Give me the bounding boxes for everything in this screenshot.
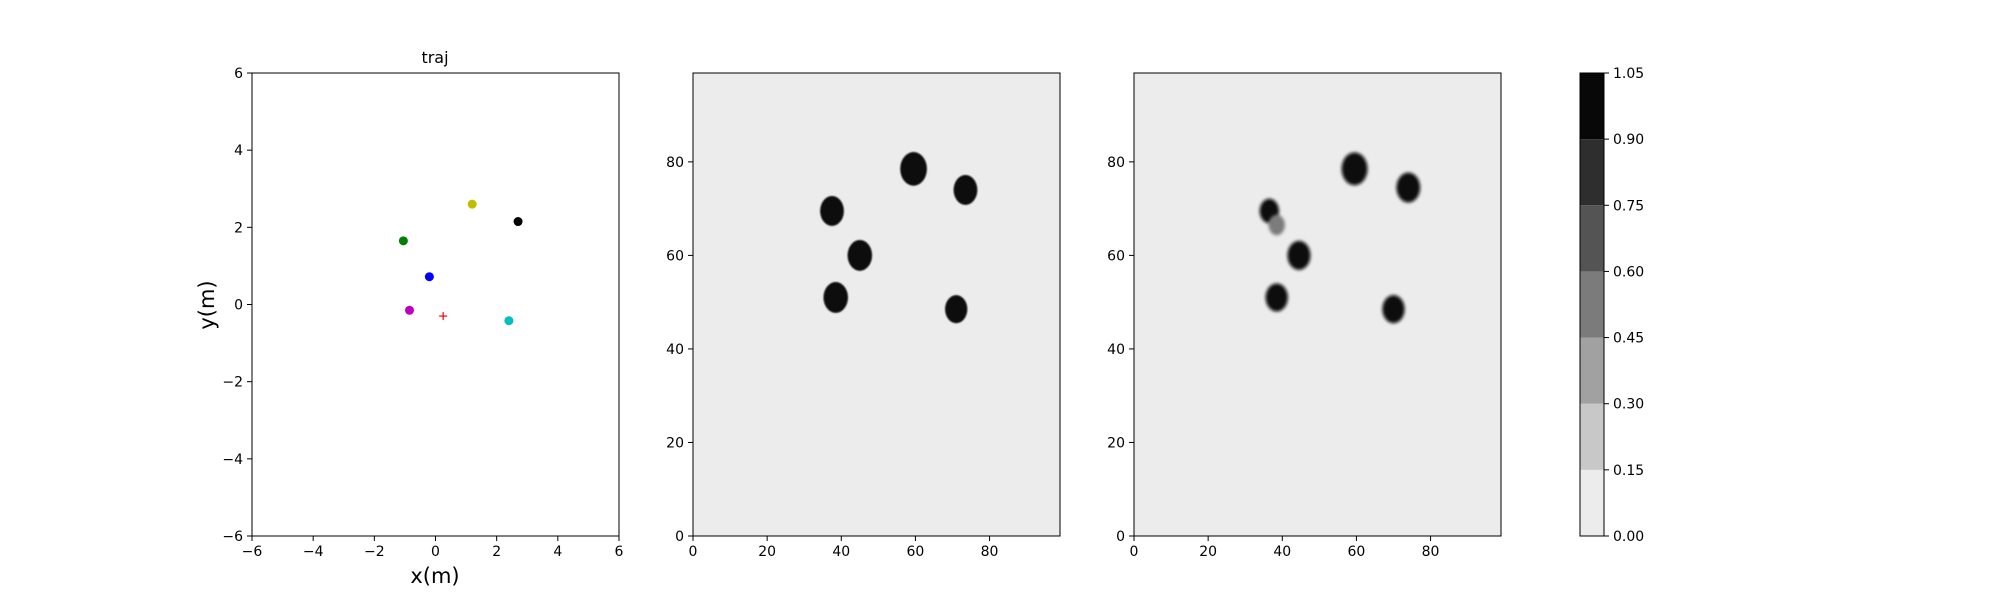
heatmap-b-x-ticks: 0 20 40 60 80 xyxy=(1130,536,1440,560)
traj-y-tick-label: −2 xyxy=(222,375,243,391)
heatmap-a-blob xyxy=(823,282,848,313)
traj-points xyxy=(398,199,523,326)
colorbar-band xyxy=(1580,73,1604,140)
traj-x-ticks: −6 −4 −2 0 2 4 6 xyxy=(242,536,624,560)
colorbar-tick-label: 1.05 xyxy=(1613,66,1644,82)
heatmap-b-blob xyxy=(1396,172,1421,203)
traj-point xyxy=(504,316,514,326)
heatmap-b-blob xyxy=(1265,283,1288,312)
heatmap-b-y-tick-label: 60 xyxy=(1107,248,1125,264)
heatmap-a-blob xyxy=(953,174,978,205)
traj-point-plus xyxy=(439,312,448,321)
heatmap-panel-b: 0 20 40 60 80 0 20 40 60 80 xyxy=(1107,72,1502,560)
traj-x-tick-label: 2 xyxy=(492,544,501,560)
colorbar-tick-label: 0.30 xyxy=(1613,397,1644,413)
colorbar-band xyxy=(1580,205,1604,272)
heatmap-b-plot-area xyxy=(1133,72,1502,537)
heatmap-a-blob xyxy=(945,295,968,324)
heatmap-a-blobs xyxy=(820,152,978,324)
traj-x-tick-label: 0 xyxy=(431,544,440,560)
heatmap-b-y-tick-label: 0 xyxy=(1116,529,1125,545)
heatmap-a-y-ticks: 0 20 40 60 80 xyxy=(666,155,693,545)
traj-y-tick-label: 4 xyxy=(234,143,243,159)
colorbar-band xyxy=(1580,139,1604,206)
colorbar-band xyxy=(1580,337,1604,404)
traj-y-tick-label: 6 xyxy=(234,66,243,82)
heatmap-b-y-ticks: 0 20 40 60 80 xyxy=(1107,155,1134,545)
colorbar-tick-label: 0.75 xyxy=(1613,198,1644,214)
heatmap-b-y-tick-label: 80 xyxy=(1107,155,1125,171)
heatmap-b-y-tick-label: 40 xyxy=(1107,342,1125,358)
heatmap-a-x-tick-label: 0 xyxy=(689,544,698,560)
colorbar-frame xyxy=(1579,72,1605,537)
heatmap-a-blob xyxy=(820,195,844,226)
colorbar-bands xyxy=(1580,73,1604,536)
heatmap-a-blob xyxy=(847,239,873,271)
heatmap-b-blob xyxy=(1268,214,1285,236)
colorbar-band xyxy=(1580,469,1604,536)
traj-panel: traj −6 −4 −2 0 2 4 6 −6 −4 −2 0 2 4 6 x(m) y(m) xyxy=(195,48,624,588)
heatmap-b-x-tick-label: 20 xyxy=(1199,544,1217,560)
traj-point xyxy=(398,236,408,246)
heatmap-b-blob xyxy=(1287,240,1311,270)
traj-x-tick-label: 6 xyxy=(615,544,624,560)
heatmap-b-x-tick-label: 60 xyxy=(1348,544,1366,560)
colorbar-band xyxy=(1580,403,1604,470)
heatmap-b-y-tick-label: 20 xyxy=(1107,435,1125,451)
heatmap-a-y-tick-label: 0 xyxy=(675,529,684,545)
traj-point xyxy=(405,305,415,315)
colorbar-ticks: 0.00 0.15 0.30 0.45 0.60 0.75 0.90 1.05 xyxy=(1604,66,1644,545)
colorbar-tick-label: 0.45 xyxy=(1613,331,1644,347)
colorbar-tick-label: 0.00 xyxy=(1613,529,1644,545)
heatmap-a-y-tick-label: 80 xyxy=(666,155,684,171)
heatmap-b-x-tick-label: 0 xyxy=(1130,544,1139,560)
traj-y-tick-label: −6 xyxy=(222,529,243,545)
heatmap-a-y-tick-label: 20 xyxy=(666,435,684,451)
traj-y-axis-label: y(m) xyxy=(195,280,219,329)
heatmap-a-blob xyxy=(900,152,927,186)
heatmap-a-x-ticks: 0 20 40 60 80 xyxy=(689,536,999,560)
heatmap-b-blob xyxy=(1341,152,1368,186)
traj-y-tick-label: −4 xyxy=(222,452,243,468)
heatmap-b-blob xyxy=(1382,295,1405,324)
traj-point xyxy=(467,199,477,209)
heatmap-panel-a: 0 20 40 60 80 0 20 40 60 80 xyxy=(666,72,1061,560)
heatmap-a-plot-area xyxy=(692,72,1061,537)
heatmap-b-blobs xyxy=(1259,152,1421,324)
traj-plot-area xyxy=(251,72,620,537)
heatmap-a-y-tick-label: 40 xyxy=(666,342,684,358)
heatmap-b-x-tick-label: 40 xyxy=(1273,544,1291,560)
heatmap-a-x-tick-label: 40 xyxy=(832,544,850,560)
traj-y-tick-label: 2 xyxy=(234,220,243,236)
heatmap-a-x-tick-label: 80 xyxy=(981,544,999,560)
heatmap-a-y-tick-label: 60 xyxy=(666,248,684,264)
traj-x-axis-label: x(m) xyxy=(410,564,459,588)
traj-x-tick-label: −2 xyxy=(364,544,385,560)
heatmap-b-x-tick-label: 80 xyxy=(1422,544,1440,560)
colorbar-tick-label: 0.15 xyxy=(1613,463,1644,479)
colorbar-tick-label: 0.90 xyxy=(1613,132,1644,148)
colorbar-band xyxy=(1580,271,1604,338)
traj-title: traj xyxy=(421,48,448,67)
traj-point xyxy=(513,217,523,227)
heatmap-a-x-tick-label: 20 xyxy=(758,544,776,560)
traj-point xyxy=(424,272,434,282)
traj-x-tick-label: −6 xyxy=(242,544,263,560)
heatmap-a-x-tick-label: 60 xyxy=(907,544,925,560)
colorbar: 0.00 0.15 0.30 0.45 0.60 0.75 0.90 1.05 xyxy=(1579,66,1644,545)
colorbar-tick-label: 0.60 xyxy=(1613,264,1644,280)
traj-x-tick-label: −4 xyxy=(303,544,324,560)
traj-x-tick-label: 4 xyxy=(553,544,562,560)
traj-y-tick-label: 0 xyxy=(234,298,243,314)
traj-y-ticks: −6 −4 −2 0 2 4 6 xyxy=(222,66,252,545)
